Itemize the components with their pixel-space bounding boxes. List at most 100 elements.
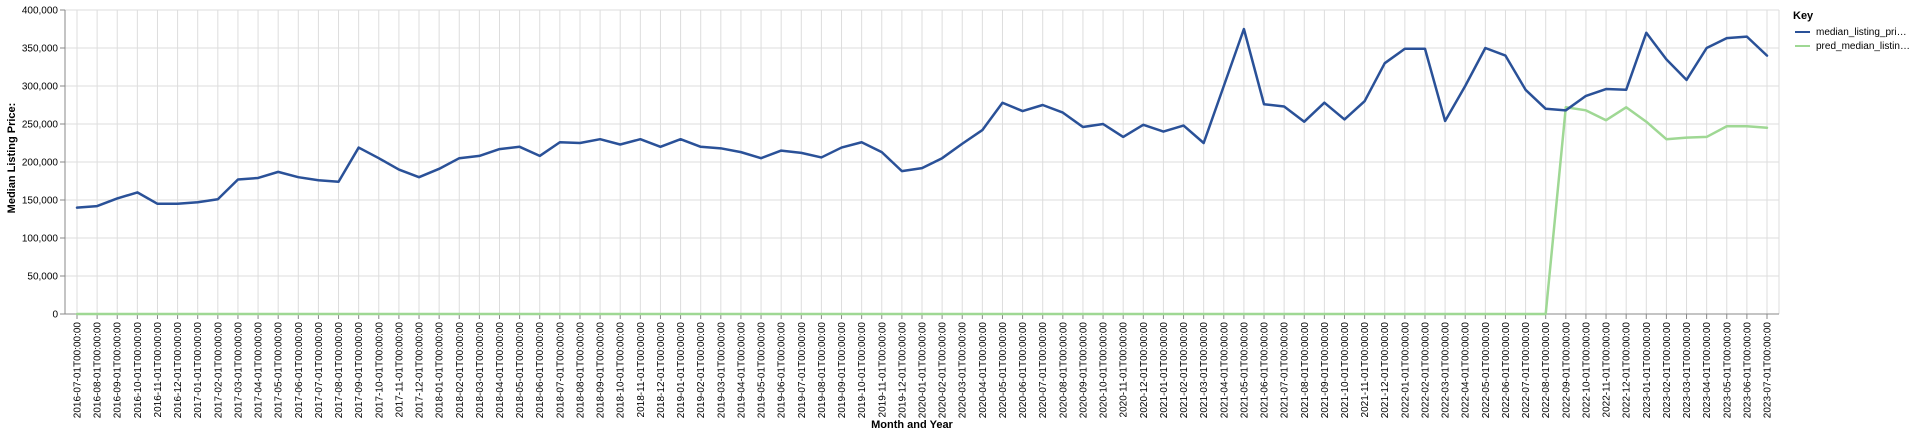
x-tick-label: 2019-09-01T00:00:00 bbox=[837, 322, 848, 419]
x-tick-label: 2021-09-01T00:00:00 bbox=[1320, 322, 1331, 419]
x-tick-label: 2016-09-01T00:00:00 bbox=[113, 322, 124, 419]
x-tick-label: 2022-04-01T00:00:00 bbox=[1461, 322, 1472, 419]
x-tick-label: 2019-12-01T00:00:00 bbox=[897, 322, 908, 419]
series-lines bbox=[75, 27, 1769, 316]
x-tick-label: 2021-04-01T00:00:00 bbox=[1219, 322, 1230, 419]
x-tick-label: 2023-02-01T00:00:00 bbox=[1662, 322, 1673, 419]
x-tick-label: 2018-07-01T00:00:00 bbox=[555, 322, 566, 419]
x-tick-label: 2017-02-01T00:00:00 bbox=[213, 322, 224, 419]
x-tick-label: 2020-03-01T00:00:00 bbox=[958, 322, 969, 419]
legend-label-median-listing-price: median_listing_pri… bbox=[1816, 27, 1907, 38]
x-tick-label: 2019-04-01T00:00:00 bbox=[736, 322, 747, 419]
x-tick-label: 2022-08-01T00:00:00 bbox=[1541, 322, 1552, 419]
x-tick-label: 2020-08-01T00:00:00 bbox=[1058, 322, 1069, 419]
x-tick-label: 2018-02-01T00:00:00 bbox=[455, 322, 466, 419]
x-tick-label: 2022-06-01T00:00:00 bbox=[1501, 322, 1512, 419]
x-tick-label: 2018-11-01T00:00:00 bbox=[636, 322, 647, 418]
x-tick-label: 2017-07-01T00:00:00 bbox=[314, 322, 325, 419]
y-tick-label: 300,000 bbox=[22, 82, 59, 93]
x-tick-label: 2020-06-01T00:00:00 bbox=[1018, 322, 1029, 419]
x-tick-label: 2017-12-01T00:00:00 bbox=[415, 322, 426, 419]
x-tick-label: 2017-06-01T00:00:00 bbox=[294, 322, 305, 419]
x-tick-label: 2020-05-01T00:00:00 bbox=[998, 322, 1009, 419]
series-line-pred-median-listing-price bbox=[75, 106, 1769, 316]
y-tick-label: 400,000 bbox=[22, 6, 59, 17]
y-tick-label: 150,000 bbox=[22, 196, 59, 207]
legend: Key median_listing_pri… pred_median_list… bbox=[1793, 10, 1910, 52]
x-tick-label: 2020-11-01T00:00:00 bbox=[1119, 322, 1130, 418]
x-tick-label: 2023-05-01T00:00:00 bbox=[1722, 322, 1733, 419]
x-tick-label: 2018-06-01T00:00:00 bbox=[535, 322, 546, 419]
legend-label-pred-median-listing-price: pred_median_listin… bbox=[1816, 41, 1910, 52]
x-tick-label: 2022-09-01T00:00:00 bbox=[1561, 322, 1572, 419]
x-tick-label: 2018-04-01T00:00:00 bbox=[495, 322, 506, 419]
x-tick-label: 2019-08-01T00:00:00 bbox=[817, 322, 828, 419]
x-tick-label: 2018-01-01T00:00:00 bbox=[435, 322, 446, 419]
x-tick-label: 2020-04-01T00:00:00 bbox=[978, 322, 989, 419]
y-tick-label: 0 bbox=[52, 310, 58, 321]
x-tick-label: 2021-12-01T00:00:00 bbox=[1380, 322, 1391, 419]
x-tick-label: 2021-02-01T00:00:00 bbox=[1179, 322, 1190, 419]
x-tick-label: 2019-01-01T00:00:00 bbox=[676, 322, 687, 419]
x-tick-label: 2022-01-01T00:00:00 bbox=[1400, 322, 1411, 419]
x-tick-label: 2016-10-01T00:00:00 bbox=[133, 322, 144, 419]
y-tick-label: 350,000 bbox=[22, 44, 59, 55]
axes bbox=[60, 9, 1779, 319]
x-tick-label: 2021-06-01T00:00:00 bbox=[1260, 322, 1271, 419]
x-tick-label: 2021-03-01T00:00:00 bbox=[1199, 322, 1210, 419]
series-line-median-listing-price bbox=[75, 27, 1769, 209]
x-tick-label: 2016-08-01T00:00:00 bbox=[93, 322, 104, 419]
x-tick-label: 2021-08-01T00:00:00 bbox=[1300, 322, 1311, 419]
x-tick-label: 2017-11-01T00:00:00 bbox=[394, 322, 405, 418]
x-tick-label: 2020-01-01T00:00:00 bbox=[918, 322, 929, 419]
x-tick-label: 2018-10-01T00:00:00 bbox=[616, 322, 627, 419]
x-tick-label: 2020-02-01T00:00:00 bbox=[938, 322, 949, 419]
x-tick-label: 2023-04-01T00:00:00 bbox=[1702, 322, 1713, 419]
x-tick-label: 2016-12-01T00:00:00 bbox=[173, 322, 184, 419]
x-tick-label: 2022-12-01T00:00:00 bbox=[1622, 322, 1633, 419]
x-axis-title: Month and Year bbox=[871, 419, 953, 431]
x-tick-label: 2022-10-01T00:00:00 bbox=[1581, 322, 1592, 419]
x-tick-label: 2019-05-01T00:00:00 bbox=[757, 322, 768, 419]
y-tick-labels: 0 50,000 100,000 150,000 200,000 250,000 300,0… bbox=[22, 6, 59, 321]
legend-title: Key bbox=[1793, 10, 1814, 22]
x-tick-label: 2020-12-01T00:00:00 bbox=[1139, 322, 1150, 419]
x-tick-label: 2017-03-01T00:00:00 bbox=[233, 322, 244, 419]
x-tick-label: 2019-03-01T00:00:00 bbox=[716, 322, 727, 419]
x-tick-label: 2021-05-01T00:00:00 bbox=[1239, 322, 1250, 419]
x-tick-label: 2021-07-01T00:00:00 bbox=[1280, 322, 1291, 419]
x-tick-label: 2019-07-01T00:00:00 bbox=[797, 322, 808, 419]
y-axis-title: Median Listing Price: bbox=[6, 103, 18, 214]
x-tick-label: 2023-07-01T00:00:00 bbox=[1763, 322, 1774, 419]
x-tick-label: 2022-11-01T00:00:00 bbox=[1602, 322, 1613, 418]
x-tick-label: 2019-06-01T00:00:00 bbox=[777, 322, 788, 419]
grid-lines bbox=[65, 9, 1780, 315]
x-tick-label: 2017-09-01T00:00:00 bbox=[354, 322, 365, 419]
x-tick-label: 2019-02-01T00:00:00 bbox=[696, 322, 707, 419]
x-tick-label: 2023-03-01T00:00:00 bbox=[1682, 322, 1693, 419]
x-tick-label: 2017-05-01T00:00:00 bbox=[274, 322, 285, 419]
x-tick-label: 2019-11-01T00:00:00 bbox=[877, 322, 888, 418]
x-tick-label: 2021-11-01T00:00:00 bbox=[1360, 322, 1371, 418]
x-tick-label: 2020-09-01T00:00:00 bbox=[1078, 322, 1089, 419]
x-tick-label: 2016-07-01T00:00:00 bbox=[73, 322, 84, 419]
x-tick-label: 2023-06-01T00:00:00 bbox=[1742, 322, 1753, 419]
x-tick-label: 2018-09-01T00:00:00 bbox=[596, 322, 607, 419]
x-tick-label: 2017-01-01T00:00:00 bbox=[193, 322, 204, 419]
x-tick-label: 2019-10-01T00:00:00 bbox=[857, 322, 868, 419]
x-tick-label: 2020-10-01T00:00:00 bbox=[1099, 322, 1110, 419]
y-tick-label: 50,000 bbox=[27, 272, 58, 283]
x-tick-labels: 2016-07-01T00:00:00 2016-08-01T00:00:00 20… bbox=[73, 322, 1774, 419]
x-tick-label: 2018-08-01T00:00:00 bbox=[575, 322, 586, 419]
x-tick-label: 2022-07-01T00:00:00 bbox=[1521, 322, 1532, 419]
x-tick-label: 2022-05-01T00:00:00 bbox=[1481, 322, 1492, 419]
x-tick-label: 2017-08-01T00:00:00 bbox=[334, 322, 345, 419]
x-tick-label: 2022-02-01T00:00:00 bbox=[1420, 322, 1431, 419]
x-tick-label: 2020-07-01T00:00:00 bbox=[1038, 322, 1049, 419]
x-tick-label: 2018-05-01T00:00:00 bbox=[515, 322, 526, 419]
x-tick-label: 2022-03-01T00:00:00 bbox=[1441, 322, 1452, 419]
x-tick-label: 2021-01-01T00:00:00 bbox=[1159, 322, 1170, 419]
y-tick-label: 200,000 bbox=[22, 158, 59, 169]
x-tick-label: 2023-01-01T00:00:00 bbox=[1642, 322, 1653, 419]
x-tick-label: 2017-10-01T00:00:00 bbox=[374, 322, 385, 419]
